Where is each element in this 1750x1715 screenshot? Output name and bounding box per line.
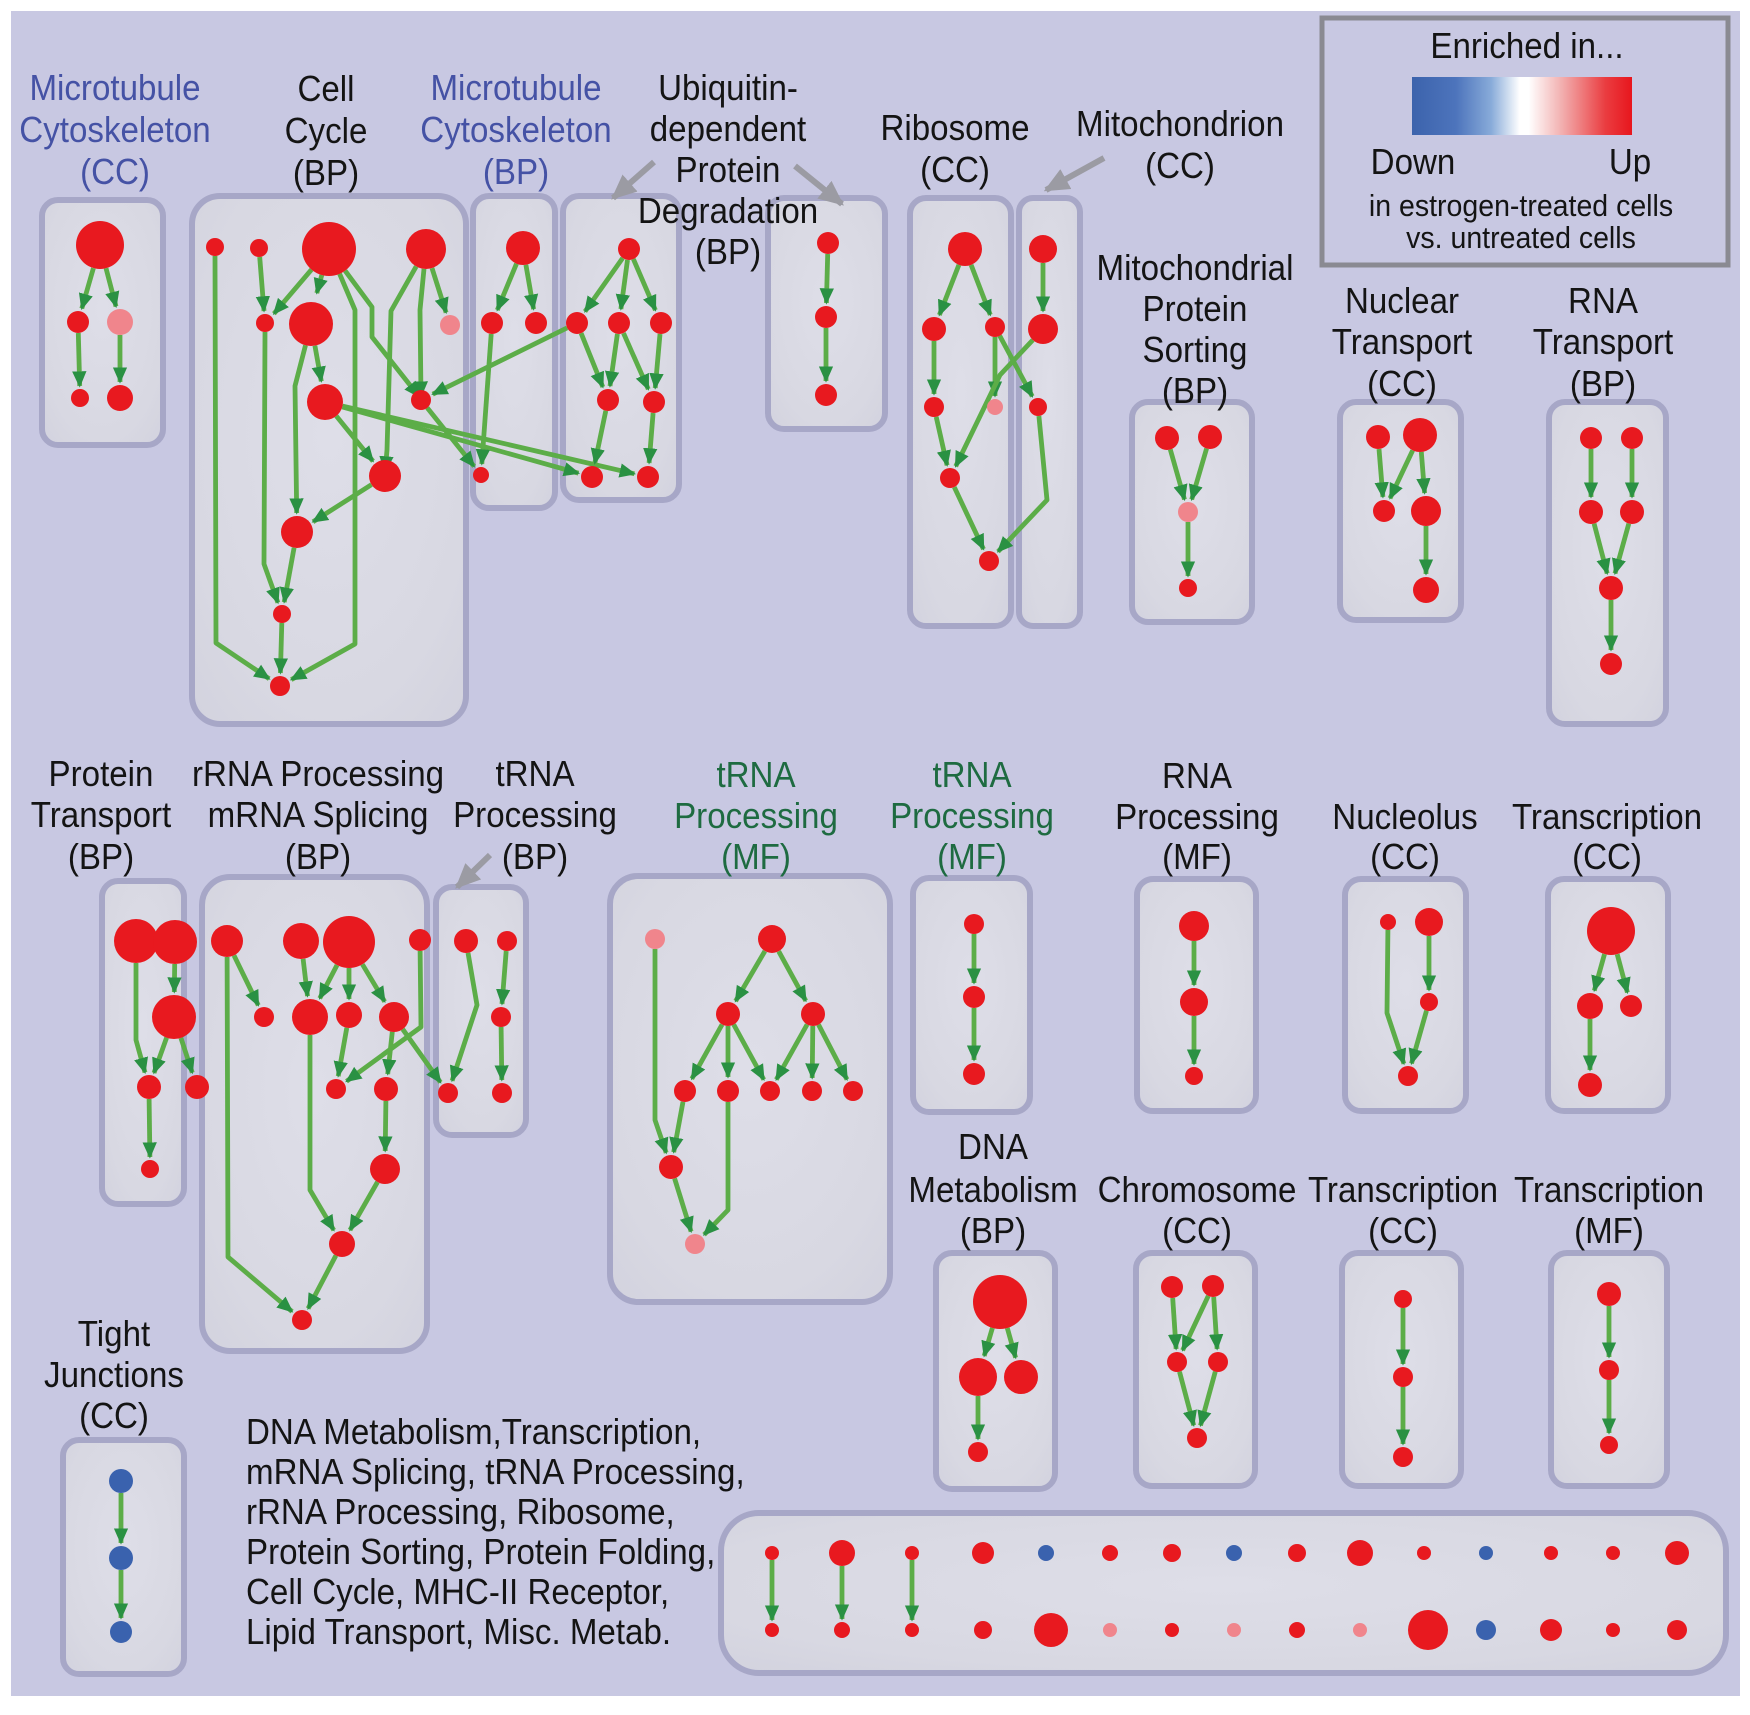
svg-text:Mitochondrion: Mitochondrion bbox=[1076, 105, 1284, 145]
svg-text:tRNA: tRNA bbox=[932, 756, 1011, 796]
svg-text:(MF): (MF) bbox=[1574, 1212, 1644, 1252]
svg-text:Mitochondrial: Mitochondrial bbox=[1097, 249, 1294, 289]
svg-text:(MF): (MF) bbox=[721, 838, 791, 878]
svg-text:rRNA Processing: rRNA Processing bbox=[192, 755, 444, 795]
svg-text:Up: Up bbox=[1609, 143, 1651, 183]
svg-text:(BP): (BP) bbox=[68, 838, 134, 878]
svg-text:Cell: Cell bbox=[297, 70, 354, 110]
svg-text:Junctions: Junctions bbox=[44, 1356, 184, 1396]
svg-text:(CC): (CC) bbox=[1162, 1212, 1232, 1252]
svg-text:(BP): (BP) bbox=[502, 838, 568, 878]
svg-text:Enriched in...: Enriched in... bbox=[1430, 27, 1623, 67]
svg-text:Processing: Processing bbox=[453, 796, 617, 836]
svg-text:Lipid Transport, Misc. Metab.: Lipid Transport, Misc. Metab. bbox=[246, 1613, 671, 1653]
svg-text:Protein: Protein bbox=[676, 151, 781, 191]
svg-text:(BP): (BP) bbox=[293, 154, 359, 194]
svg-text:Transcription: Transcription bbox=[1308, 1171, 1498, 1211]
svg-text:Sorting: Sorting bbox=[1143, 331, 1248, 371]
svg-text:Ubiquitin-: Ubiquitin- bbox=[658, 69, 798, 109]
svg-text:mRNA Splicing: mRNA Splicing bbox=[208, 796, 429, 836]
svg-text:RNA: RNA bbox=[1162, 757, 1232, 797]
svg-text:(MF): (MF) bbox=[1162, 838, 1232, 878]
svg-text:(CC): (CC) bbox=[80, 153, 150, 193]
svg-text:Tight: Tight bbox=[78, 1315, 151, 1355]
svg-text:Microtubule: Microtubule bbox=[29, 69, 200, 109]
svg-text:(CC): (CC) bbox=[1370, 838, 1440, 878]
svg-text:Cycle: Cycle bbox=[285, 112, 368, 152]
svg-text:Transport: Transport bbox=[1533, 323, 1674, 363]
svg-text:vs. untreated cells: vs. untreated cells bbox=[1406, 221, 1636, 255]
svg-text:Metabolism: Metabolism bbox=[908, 1171, 1077, 1211]
svg-text:DNA: DNA bbox=[958, 1128, 1028, 1168]
svg-text:(MF): (MF) bbox=[937, 838, 1007, 878]
svg-text:Cytoskeleton: Cytoskeleton bbox=[420, 111, 611, 151]
svg-text:Transcription: Transcription bbox=[1514, 1171, 1704, 1211]
svg-text:(BP): (BP) bbox=[285, 838, 351, 878]
svg-text:Microtubule: Microtubule bbox=[430, 69, 601, 109]
svg-text:in estrogen-treated cells: in estrogen-treated cells bbox=[1369, 189, 1673, 223]
svg-text:(CC): (CC) bbox=[1368, 1212, 1438, 1252]
svg-text:Protein: Protein bbox=[49, 755, 154, 795]
svg-text:(BP): (BP) bbox=[695, 233, 761, 273]
svg-text:Cell Cycle, MHC-II Receptor,: Cell Cycle, MHC-II Receptor, bbox=[246, 1573, 669, 1613]
svg-text:Degradation: Degradation bbox=[638, 192, 818, 232]
svg-text:Processing: Processing bbox=[890, 797, 1054, 837]
svg-text:Processing: Processing bbox=[674, 797, 838, 837]
svg-text:Chromosome: Chromosome bbox=[1098, 1171, 1297, 1211]
svg-text:Protein: Protein bbox=[1143, 290, 1248, 330]
svg-text:(CC): (CC) bbox=[1145, 147, 1215, 187]
svg-text:(CC): (CC) bbox=[1572, 838, 1642, 878]
svg-text:Nucleolus: Nucleolus bbox=[1332, 798, 1477, 838]
svg-text:Transcription: Transcription bbox=[1512, 798, 1702, 838]
svg-text:Protein Sorting, Protein Foldi: Protein Sorting, Protein Folding, bbox=[246, 1533, 715, 1573]
svg-text:(CC): (CC) bbox=[79, 1397, 149, 1437]
svg-text:dependent: dependent bbox=[650, 110, 807, 150]
svg-text:mRNA Splicing, tRNA Processing: mRNA Splicing, tRNA Processing, bbox=[246, 1453, 745, 1493]
svg-text:(BP): (BP) bbox=[483, 153, 549, 193]
svg-text:Ribosome: Ribosome bbox=[880, 109, 1029, 149]
svg-text:tRNA: tRNA bbox=[716, 756, 795, 796]
svg-text:rRNA Processing, Ribosome,: rRNA Processing, Ribosome, bbox=[246, 1493, 675, 1533]
svg-text:Nuclear: Nuclear bbox=[1345, 282, 1459, 322]
svg-text:(BP): (BP) bbox=[1162, 372, 1228, 412]
svg-text:(BP): (BP) bbox=[960, 1212, 1026, 1252]
svg-text:(BP): (BP) bbox=[1570, 365, 1636, 405]
svg-text:DNA Metabolism,Transcription,: DNA Metabolism,Transcription, bbox=[246, 1413, 701, 1453]
svg-text:Processing: Processing bbox=[1115, 798, 1279, 838]
svg-text:(CC): (CC) bbox=[920, 151, 990, 191]
svg-text:(CC): (CC) bbox=[1367, 365, 1437, 405]
svg-text:Cytoskeleton: Cytoskeleton bbox=[19, 111, 210, 151]
svg-text:RNA: RNA bbox=[1568, 282, 1638, 322]
svg-text:Transport: Transport bbox=[1332, 323, 1473, 363]
svg-text:tRNA: tRNA bbox=[495, 755, 574, 795]
svg-text:Transport: Transport bbox=[31, 796, 172, 836]
svg-text:Down: Down bbox=[1371, 143, 1456, 183]
